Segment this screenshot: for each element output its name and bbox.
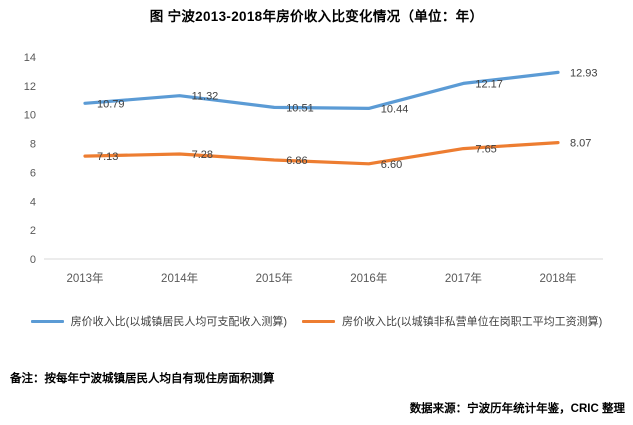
data-point-label: 12.93 xyxy=(570,67,598,79)
y-axis-tick-label: 12 xyxy=(24,81,36,93)
x-axis-tick-label: 2018年 xyxy=(539,271,576,285)
legend-label: 房价收入比(以城镇居民人均可支配收入测算) xyxy=(70,316,287,328)
x-axis-tick-label: 2017年 xyxy=(445,271,482,285)
chart-title: 图 宁波2013-2018年房价收入比变化情况（单位：年） xyxy=(149,9,484,24)
data-point-label: 7.13 xyxy=(97,151,118,163)
y-axis-tick-label: 8 xyxy=(30,139,36,151)
orange-line-swatch-icon xyxy=(302,319,335,323)
data-point-label: 6.60 xyxy=(381,159,402,171)
y-axis-tick-label: 6 xyxy=(30,167,36,179)
data-point-label: 12.17 xyxy=(475,78,503,90)
x-axis-tick-label: 2016年 xyxy=(350,271,387,285)
data-point-label: 10.79 xyxy=(97,98,125,110)
legend-item-disposable-income: 房价收入比(以城镇居民人均可支配收入测算) xyxy=(30,313,287,329)
legend-item-average-wage: 房价收入比(以城镇非私营单位在岗职工平均工资测算) xyxy=(302,313,602,329)
line-chart: 0 2 4 6 8 10 12 14 2013年 2014年 2015年 2016年 2017年 2018… xyxy=(24,52,603,285)
data-point-label: 8.07 xyxy=(570,138,591,150)
legend-label: 房价收入比(以城镇非私营单位在岗职工平均工资测算) xyxy=(342,316,603,328)
y-axis-tick-label: 2 xyxy=(30,225,36,237)
data-point-label: 6.86 xyxy=(286,155,307,167)
data-point-label: 11.32 xyxy=(192,91,219,103)
data-point-label: 7.65 xyxy=(475,144,496,156)
y-axis-tick-label: 10 xyxy=(24,110,36,122)
series-line xyxy=(83,140,560,166)
footnote: 备注：按每年宁波城镇居民人均自有现住房面积测算 xyxy=(10,373,275,385)
data-point-label: 10.44 xyxy=(381,103,409,115)
data-source: 数据来源：宁波历年统计年鉴，CRIC 整理 xyxy=(409,403,625,415)
y-axis-tick-label: 4 xyxy=(30,196,36,208)
y-axis-tick-label: 14 xyxy=(24,52,36,64)
data-point-label: 10.51 xyxy=(286,102,314,114)
blue-line-swatch-icon xyxy=(30,319,64,323)
y-axis-tick-label: 0 xyxy=(30,254,36,266)
x-axis-tick-label: 2015年 xyxy=(256,271,293,285)
series-line xyxy=(83,70,560,111)
x-axis-tick-label: 2014年 xyxy=(161,271,198,285)
chart-legend: 房价收入比(以城镇居民人均可支配收入测算) 房价收入比(以城镇非私营单位在岗职工… xyxy=(0,313,633,329)
x-axis-tick-label: 2013年 xyxy=(66,271,103,285)
data-point-label: 7.28 xyxy=(192,149,213,161)
